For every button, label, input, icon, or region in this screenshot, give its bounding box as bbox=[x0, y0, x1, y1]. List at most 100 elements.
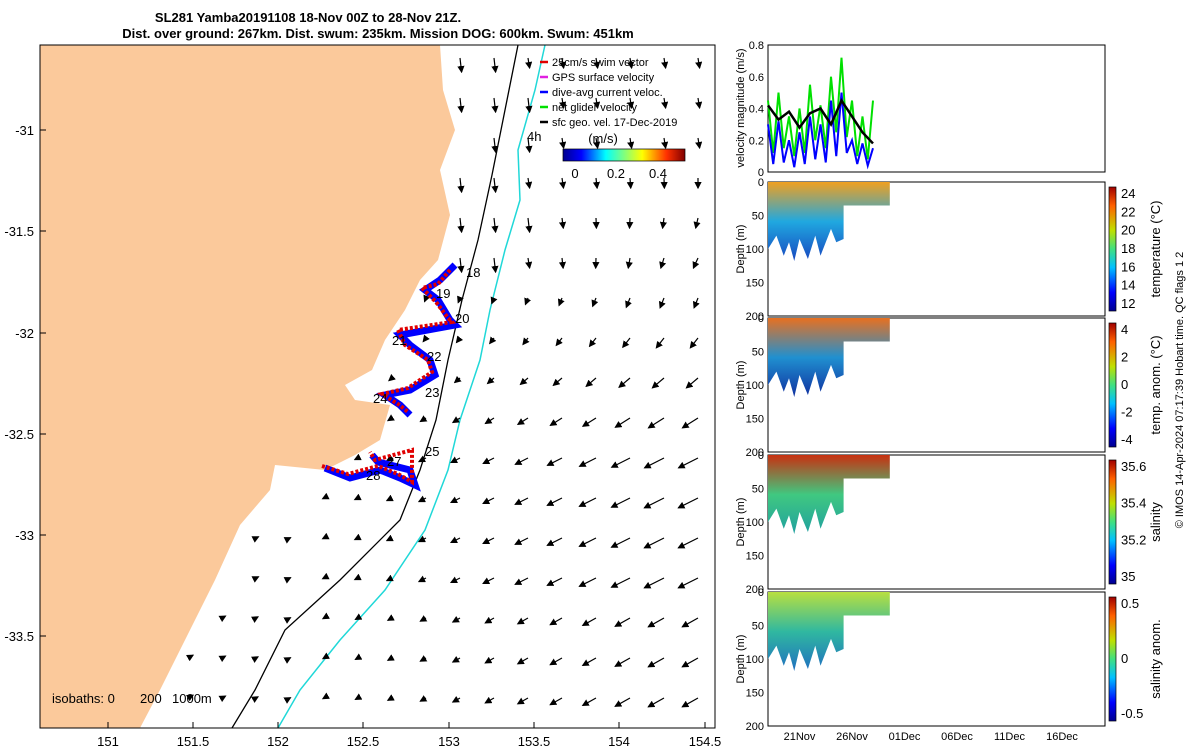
legend-label: dive-avg current veloc. bbox=[552, 87, 663, 99]
velocity-panel: 0 0.2 0.4 0.6 0.8 velocity magnitude (m/s) bbox=[735, 40, 1106, 179]
colorbar-tick-label: 2 bbox=[1121, 350, 1128, 365]
velocity-vector bbox=[525, 137, 533, 154]
depth-tick: 100 bbox=[746, 654, 764, 666]
colorbar-tick-label: 35.2 bbox=[1121, 532, 1146, 547]
velocity-vector bbox=[525, 97, 533, 114]
lat-tick-label: -31.5 bbox=[4, 224, 34, 239]
velocity-vector bbox=[491, 97, 499, 114]
depth-tick: 150 bbox=[746, 688, 764, 700]
colorbar-tick-label: 35.4 bbox=[1121, 496, 1146, 511]
velocity-vector bbox=[457, 217, 465, 234]
colorbar-tick-label: 4 bbox=[1121, 322, 1128, 337]
velocity-vector bbox=[618, 377, 631, 389]
velocity-vector bbox=[610, 577, 631, 588]
colorbar-unit: (m/s) bbox=[588, 131, 618, 146]
velocity-vector bbox=[451, 615, 461, 623]
velocity-vector bbox=[321, 612, 330, 620]
title-line1: SL281 Yamba20191108 18-Nov 00Z to 28-Nov… bbox=[155, 10, 461, 25]
velocity-vector bbox=[250, 616, 260, 623]
velocity-vector bbox=[585, 377, 597, 388]
velocity-vector bbox=[385, 494, 394, 502]
colorbar-tick: 0.4 bbox=[649, 166, 667, 181]
day-label: 23 bbox=[425, 385, 439, 400]
section-panel: 0 50 100 150 200 Depth (m) 35.6 35.4 35.2 35 salin… bbox=[735, 450, 1163, 596]
day-label: 24 bbox=[373, 391, 387, 406]
day-label: 28 bbox=[366, 468, 380, 483]
legend-label: net glider velocity bbox=[552, 102, 637, 114]
velocity-vector bbox=[549, 617, 563, 626]
day-label: 19 bbox=[436, 286, 450, 301]
depth-tick: 150 bbox=[746, 551, 764, 563]
velocity-vector bbox=[581, 617, 597, 627]
colorbar-tick-label: 0 bbox=[1121, 651, 1128, 666]
depth-tick: 0 bbox=[758, 177, 764, 189]
velocity-vector bbox=[457, 57, 465, 74]
colorbar-tick-label: 35.6 bbox=[1121, 459, 1146, 474]
velocity-vector bbox=[354, 653, 363, 661]
velocity-vector bbox=[482, 537, 495, 544]
velocity-vector bbox=[482, 497, 495, 504]
day-label: 21 bbox=[392, 333, 406, 348]
velocity-vector bbox=[321, 532, 330, 540]
day-label: 25 bbox=[425, 444, 439, 459]
velocity-vector bbox=[453, 375, 462, 384]
velocity-vector bbox=[681, 697, 699, 708]
velocity-vector bbox=[677, 457, 699, 469]
velocity-vector bbox=[451, 655, 461, 663]
section-colorbar bbox=[1108, 322, 1117, 448]
velocity-vector bbox=[681, 657, 699, 668]
section-colorbar bbox=[1108, 596, 1117, 722]
isobaths-label: isobaths: 0 bbox=[52, 691, 115, 706]
depth-tick: 100 bbox=[746, 244, 764, 256]
depth-ylabel: Depth (m) bbox=[735, 635, 747, 684]
colorbar-tick-label: 12 bbox=[1121, 296, 1135, 311]
depth-tick: 50 bbox=[752, 484, 764, 496]
velocity-vector bbox=[614, 417, 631, 428]
colorbar-tick-label: -2 bbox=[1121, 405, 1133, 420]
velocity-vector bbox=[581, 417, 597, 427]
velocity-vector bbox=[251, 576, 260, 583]
velocity-vector bbox=[451, 695, 461, 703]
velocity-vector bbox=[388, 373, 396, 382]
velocity-vector bbox=[353, 493, 362, 501]
velocity-vector bbox=[491, 257, 499, 274]
depth-tick: 50 bbox=[752, 211, 764, 223]
map-axis-ticks: 151 151.5 152 152.5 153 153.5 154 154.5 -31 -31.5… bbox=[4, 123, 721, 749]
velocity-vector bbox=[647, 617, 665, 628]
velocity-vector bbox=[419, 415, 428, 423]
velocity-vector bbox=[655, 337, 665, 349]
velocity-vector bbox=[685, 377, 699, 389]
colorbar-tick: 0.2 bbox=[607, 166, 625, 181]
velocity-vector bbox=[516, 417, 529, 426]
velocity-vector bbox=[386, 614, 395, 621]
map-legend: 25cm/s swim vector GPS surface velocity di… bbox=[540, 57, 677, 129]
depth-tick: 150 bbox=[746, 414, 764, 426]
velocity-vector bbox=[693, 217, 701, 230]
velocity-vector bbox=[546, 577, 563, 586]
lon-tick-label: 151.5 bbox=[177, 734, 210, 749]
velocity-vector bbox=[449, 536, 461, 544]
velocity-vector bbox=[643, 457, 665, 469]
velocity-vector bbox=[661, 97, 669, 110]
velocity-vector bbox=[552, 377, 563, 387]
time-tick-label: 21Nov bbox=[784, 731, 816, 743]
velocity-vector bbox=[385, 534, 394, 542]
lat-tick-label: -32 bbox=[15, 326, 34, 341]
velocity-vector bbox=[386, 694, 395, 701]
velocity-vector bbox=[417, 495, 427, 503]
section-panel: 0 50 100 150 200 Depth (m) 0.5 0 -0.5 salinity an… bbox=[735, 587, 1163, 743]
depth-tick: 100 bbox=[746, 517, 764, 529]
velocity-vector bbox=[661, 137, 669, 150]
colorbar-tick-label: 18 bbox=[1121, 241, 1135, 256]
velocity-vector bbox=[525, 257, 533, 270]
velocity-vector bbox=[419, 655, 428, 662]
velocity-vector bbox=[321, 572, 330, 580]
velocity-vector bbox=[695, 97, 703, 110]
velocity-vector bbox=[559, 137, 567, 150]
colorbar-tick-label: 35 bbox=[1121, 569, 1135, 584]
velocity-vector bbox=[457, 295, 464, 304]
velocity-vector bbox=[491, 57, 499, 74]
velocity-vector bbox=[625, 297, 632, 309]
velocity-vector bbox=[457, 257, 465, 274]
